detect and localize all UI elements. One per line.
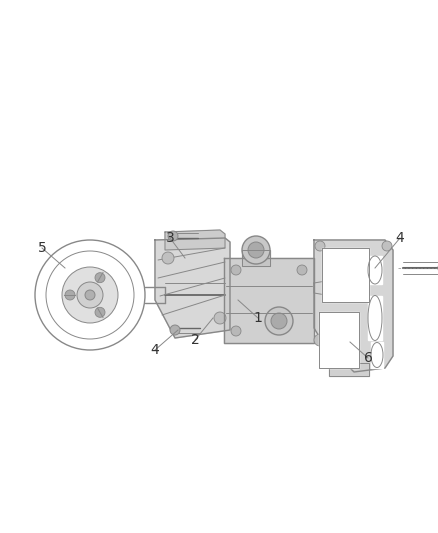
Polygon shape bbox=[314, 240, 393, 372]
Text: 5: 5 bbox=[38, 241, 46, 255]
Circle shape bbox=[65, 290, 75, 300]
Polygon shape bbox=[155, 238, 230, 338]
Circle shape bbox=[231, 265, 241, 275]
Circle shape bbox=[314, 334, 326, 346]
Circle shape bbox=[242, 236, 270, 264]
Circle shape bbox=[77, 282, 103, 308]
Polygon shape bbox=[319, 312, 359, 368]
Circle shape bbox=[85, 290, 95, 300]
Circle shape bbox=[214, 312, 226, 324]
Polygon shape bbox=[314, 280, 332, 296]
Text: 1: 1 bbox=[254, 311, 262, 325]
Circle shape bbox=[95, 273, 105, 282]
Text: 6: 6 bbox=[364, 351, 372, 365]
Text: 4: 4 bbox=[151, 343, 159, 357]
Polygon shape bbox=[322, 248, 369, 302]
Circle shape bbox=[162, 252, 174, 264]
Text: 3: 3 bbox=[166, 231, 174, 245]
Circle shape bbox=[95, 308, 105, 317]
Circle shape bbox=[315, 241, 325, 251]
Circle shape bbox=[271, 313, 287, 329]
Text: 2: 2 bbox=[191, 333, 199, 347]
Polygon shape bbox=[329, 363, 369, 376]
Polygon shape bbox=[368, 296, 382, 340]
Circle shape bbox=[231, 326, 241, 336]
Circle shape bbox=[168, 231, 178, 241]
Polygon shape bbox=[371, 342, 383, 368]
Circle shape bbox=[382, 241, 392, 251]
Circle shape bbox=[170, 325, 180, 335]
Circle shape bbox=[325, 281, 339, 295]
Circle shape bbox=[265, 307, 293, 335]
Circle shape bbox=[297, 265, 307, 275]
Polygon shape bbox=[224, 258, 314, 343]
Polygon shape bbox=[165, 230, 225, 250]
Polygon shape bbox=[368, 256, 382, 284]
Polygon shape bbox=[242, 250, 270, 266]
Text: 4: 4 bbox=[396, 231, 404, 245]
Circle shape bbox=[248, 242, 264, 258]
Circle shape bbox=[62, 267, 118, 323]
